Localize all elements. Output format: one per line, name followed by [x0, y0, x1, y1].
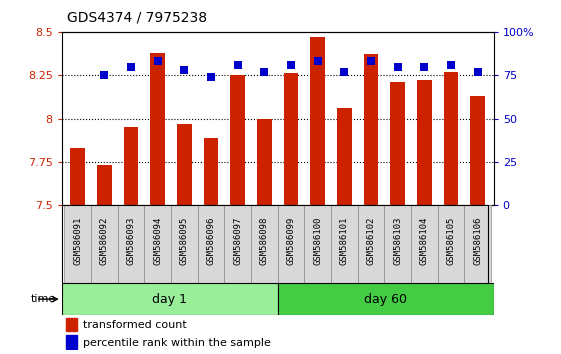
- Text: GSM586102: GSM586102: [366, 217, 375, 266]
- Point: [473, 69, 482, 75]
- Bar: [310, 37, 325, 205]
- Point: [287, 62, 296, 68]
- Bar: [197, 205, 224, 283]
- Bar: [278, 205, 305, 283]
- Bar: [97, 165, 112, 205]
- Text: GSM586096: GSM586096: [206, 217, 215, 266]
- Bar: [171, 205, 197, 283]
- Point: [180, 67, 189, 73]
- Text: GSM586098: GSM586098: [260, 217, 269, 266]
- Bar: [364, 55, 378, 205]
- Text: GSM586104: GSM586104: [420, 217, 429, 266]
- Text: GSM586099: GSM586099: [287, 217, 296, 266]
- Text: GSM586103: GSM586103: [393, 217, 402, 266]
- Bar: [65, 205, 91, 283]
- Bar: [124, 127, 139, 205]
- Point: [340, 69, 349, 75]
- Point: [127, 64, 136, 69]
- Bar: [144, 205, 171, 283]
- Bar: [417, 80, 431, 205]
- Bar: [470, 96, 485, 205]
- Bar: [390, 82, 405, 205]
- Text: percentile rank within the sample: percentile rank within the sample: [84, 338, 271, 348]
- Bar: [257, 119, 272, 205]
- Point: [393, 64, 402, 69]
- Bar: [331, 205, 358, 283]
- Bar: [358, 205, 384, 283]
- Text: GSM586091: GSM586091: [73, 217, 82, 266]
- Text: GSM586092: GSM586092: [100, 217, 109, 266]
- Text: GSM586101: GSM586101: [340, 217, 349, 266]
- Text: GSM586095: GSM586095: [180, 217, 189, 266]
- Point: [366, 58, 375, 64]
- Point: [100, 72, 109, 78]
- Bar: [177, 124, 192, 205]
- Point: [420, 64, 429, 69]
- Point: [260, 69, 269, 75]
- Bar: [278, 283, 494, 315]
- Text: GDS4374 / 7975238: GDS4374 / 7975238: [67, 11, 208, 25]
- Bar: [224, 205, 251, 283]
- Bar: [66, 336, 77, 349]
- Bar: [284, 74, 298, 205]
- Bar: [251, 205, 278, 283]
- Text: GSM586097: GSM586097: [233, 217, 242, 266]
- Bar: [231, 75, 245, 205]
- Text: GSM586105: GSM586105: [447, 217, 456, 266]
- Bar: [465, 205, 491, 283]
- Text: day 1: day 1: [152, 293, 187, 306]
- Bar: [438, 205, 465, 283]
- Bar: [91, 205, 118, 283]
- Bar: [70, 148, 85, 205]
- Point: [313, 58, 322, 64]
- Text: day 60: day 60: [364, 293, 407, 306]
- Text: GSM586100: GSM586100: [313, 217, 322, 266]
- Point: [447, 62, 456, 68]
- Bar: [204, 138, 218, 205]
- Point: [233, 62, 242, 68]
- Bar: [337, 108, 352, 205]
- Bar: [118, 205, 144, 283]
- Point: [206, 74, 215, 80]
- Bar: [384, 205, 411, 283]
- Point: [153, 58, 162, 64]
- Bar: [66, 318, 77, 331]
- Text: GSM586106: GSM586106: [473, 217, 482, 266]
- Bar: [444, 72, 458, 205]
- Bar: [150, 53, 165, 205]
- Text: GSM586094: GSM586094: [153, 217, 162, 266]
- Text: transformed count: transformed count: [84, 320, 187, 330]
- Bar: [305, 205, 331, 283]
- Bar: [62, 283, 278, 315]
- Text: GSM586093: GSM586093: [127, 217, 136, 266]
- Text: time: time: [31, 294, 56, 304]
- Bar: [411, 205, 438, 283]
